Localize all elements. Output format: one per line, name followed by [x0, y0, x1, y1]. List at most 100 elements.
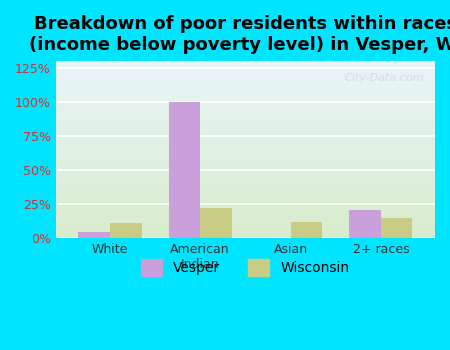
Bar [56, 123, 435, 125]
Bar [56, 214, 435, 215]
Bar [56, 167, 435, 169]
Bar [56, 89, 435, 91]
Bar [56, 206, 435, 208]
Bar [56, 97, 435, 98]
Bar [56, 194, 435, 196]
Bar [56, 183, 435, 185]
Bar [56, 230, 435, 231]
Bar [56, 114, 435, 116]
Bar [56, 141, 435, 142]
Bar [56, 128, 435, 130]
Bar [56, 80, 435, 82]
Bar [56, 226, 435, 228]
Bar [56, 63, 435, 64]
Bar [56, 142, 435, 144]
Bar [56, 152, 435, 153]
Bar [56, 203, 435, 205]
Bar [56, 180, 435, 182]
Bar [56, 144, 435, 146]
Bar [56, 196, 435, 198]
Bar [381, 218, 412, 238]
Bar [110, 223, 141, 238]
Bar [56, 71, 435, 74]
Bar [56, 105, 435, 107]
Bar [56, 116, 435, 118]
Bar [56, 185, 435, 187]
Bar [56, 70, 435, 71]
Bar [56, 224, 435, 226]
Bar [56, 75, 435, 77]
Bar [78, 232, 110, 238]
Bar [56, 169, 435, 171]
Bar [56, 64, 435, 66]
Bar [56, 162, 435, 164]
Bar [56, 86, 435, 88]
Bar [56, 74, 435, 75]
Bar [56, 104, 435, 105]
Bar [56, 100, 435, 102]
Bar [56, 130, 435, 132]
Bar [291, 222, 322, 238]
Bar [56, 137, 435, 139]
Bar [56, 132, 435, 134]
Bar [56, 235, 435, 237]
Bar [56, 121, 435, 123]
Bar [56, 217, 435, 219]
Bar [56, 148, 435, 150]
Bar [56, 201, 435, 203]
Bar [56, 84, 435, 86]
Bar [56, 88, 435, 89]
Bar [56, 94, 435, 97]
Bar [56, 233, 435, 235]
Bar [56, 79, 435, 80]
Bar [56, 164, 435, 166]
Bar [56, 198, 435, 199]
Bar [56, 176, 435, 178]
Bar [56, 118, 435, 119]
Bar [56, 175, 435, 176]
Bar [56, 237, 435, 238]
Bar [56, 82, 435, 84]
Bar [56, 135, 435, 137]
Bar [56, 173, 435, 175]
Bar [56, 155, 435, 157]
Title: Breakdown of poor residents within races
(income below poverty level) in Vesper,: Breakdown of poor residents within races… [29, 15, 450, 54]
Bar [56, 212, 435, 214]
Bar [56, 127, 435, 128]
Bar [56, 189, 435, 190]
Bar [56, 139, 435, 141]
Bar [56, 112, 435, 114]
Bar [56, 223, 435, 224]
Bar [56, 166, 435, 167]
Bar [56, 199, 435, 201]
Bar [56, 109, 435, 111]
Bar [56, 159, 435, 160]
Bar [56, 192, 435, 194]
Bar [56, 111, 435, 112]
Bar [56, 66, 435, 68]
Bar [56, 102, 435, 104]
Bar [56, 215, 435, 217]
Bar [56, 231, 435, 233]
Bar [56, 228, 435, 230]
Bar [56, 182, 435, 183]
Bar [56, 119, 435, 121]
Bar [56, 153, 435, 155]
Bar [56, 77, 435, 79]
Bar [56, 171, 435, 173]
Text: City-Data.com: City-Data.com [344, 74, 423, 83]
Bar [56, 178, 435, 180]
Bar [56, 107, 435, 109]
Bar [56, 187, 435, 189]
Bar [56, 157, 435, 159]
Bar [200, 209, 232, 238]
Bar [56, 210, 435, 212]
Bar [56, 219, 435, 221]
Bar [56, 125, 435, 127]
Bar [169, 102, 200, 238]
Bar [56, 205, 435, 206]
Bar [349, 210, 381, 238]
Bar [56, 146, 435, 148]
Bar [56, 160, 435, 162]
Bar [56, 208, 435, 210]
